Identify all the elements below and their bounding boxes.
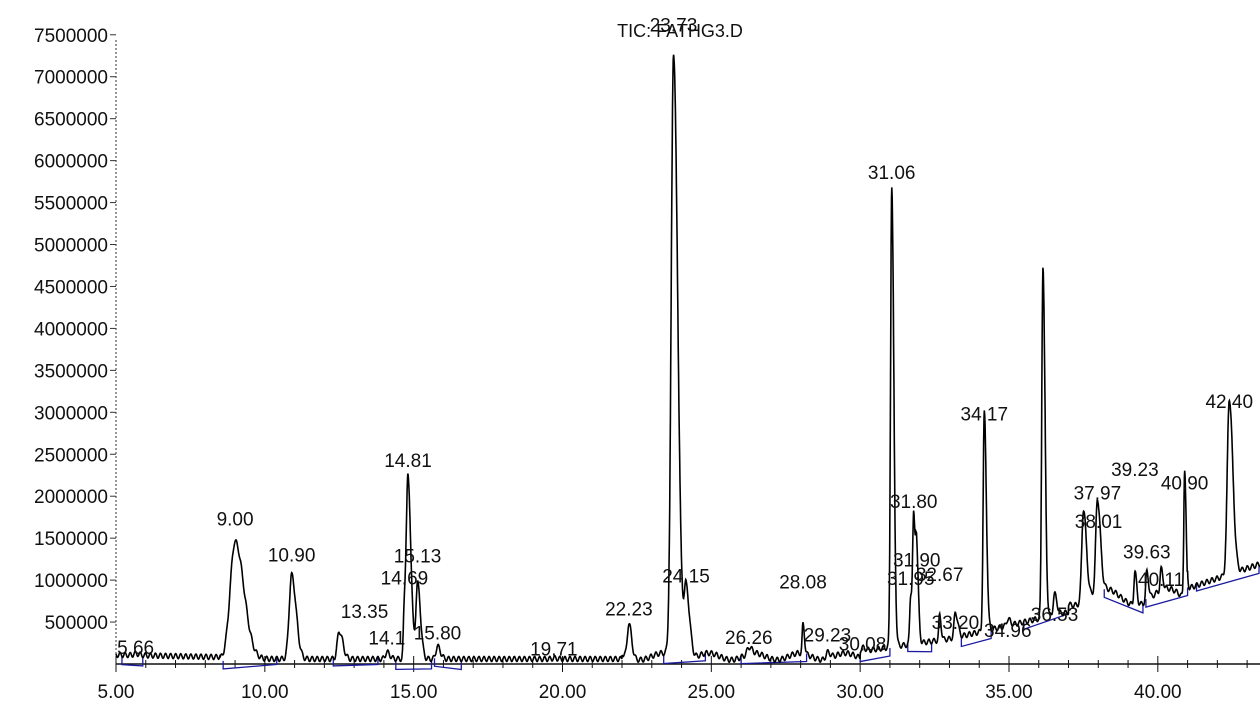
peak-label: 13.35 xyxy=(341,602,389,623)
x-axis: 5.00 10.00 15.00 20.00 25.00 30.00 35.00 40.00 xyxy=(98,656,1260,703)
integration-baseline xyxy=(433,658,462,671)
peak-label: 23.73 xyxy=(650,15,698,36)
integration-baseline xyxy=(222,656,278,670)
peak-label: 40.90 xyxy=(1161,473,1209,494)
x-tick-label: 10.00 xyxy=(241,682,289,703)
y-tick-label: 6500000 xyxy=(34,110,108,131)
peak-label: 19.71 xyxy=(530,640,578,661)
y-tick-label: 3000000 xyxy=(34,403,108,424)
peak-label: 31.90 xyxy=(893,551,941,572)
integration-baseline xyxy=(121,656,144,667)
peak-label: 15.80 xyxy=(414,624,462,645)
y-tick-label: 2000000 xyxy=(34,487,108,508)
x-tick-label: 40.00 xyxy=(1134,682,1182,703)
peak-label: 9.00 xyxy=(217,510,254,531)
peak-label: 14.1 xyxy=(368,629,405,650)
peak-label: 39.23 xyxy=(1111,460,1159,481)
x-tick-label: 20.00 xyxy=(539,682,587,703)
peak-label: 31.80 xyxy=(890,492,938,513)
integration-baseline xyxy=(1195,565,1260,592)
integration-baseline xyxy=(740,653,808,665)
y-tick-label: 500000 xyxy=(45,613,108,634)
x-tick-label: 15.00 xyxy=(390,682,438,703)
y-tick-label: 1500000 xyxy=(34,529,108,550)
chart-title: TIC: FATHG3.D xyxy=(617,21,743,41)
peak-label: 34.96 xyxy=(984,621,1032,642)
y-tick-label: 4500000 xyxy=(34,277,108,298)
y-tick-label: 1000000 xyxy=(34,571,108,592)
peak-label: 36.53 xyxy=(1031,605,1079,626)
y-tick-label: 7000000 xyxy=(34,68,108,89)
y-tick-label: 4000000 xyxy=(34,319,108,340)
x-tick-label: 30.00 xyxy=(836,682,884,703)
peak-label: 29.23 xyxy=(804,625,852,646)
peak-label: 34.17 xyxy=(961,405,1009,426)
integration-baseline xyxy=(1103,589,1144,614)
integration-baseline xyxy=(1145,587,1189,608)
integration-baseline xyxy=(395,660,433,671)
peak-label: 30.08 xyxy=(839,635,887,656)
baseline-series xyxy=(121,565,1260,671)
x-tick-label: 25.00 xyxy=(688,682,736,703)
integration-baseline xyxy=(907,643,933,653)
peak-label: 31.95 xyxy=(887,569,935,590)
peak-label: 15.13 xyxy=(394,546,442,567)
peak-label: 39.63 xyxy=(1123,542,1171,563)
x-tick-label: 35.00 xyxy=(985,682,1033,703)
y-tick-label: 6000000 xyxy=(34,152,108,173)
peak-label: 10.90 xyxy=(268,546,316,567)
peak-label: 38.01 xyxy=(1075,512,1123,533)
integration-baseline xyxy=(663,652,707,665)
y-axis: 500000 1000000 1500000 2000000 2500000 300000… xyxy=(34,26,117,664)
peak-label: 42.40 xyxy=(1205,392,1253,413)
peak-label: 33.20 xyxy=(932,613,980,634)
y-tick-label: 2500000 xyxy=(34,445,108,466)
peak-label: 37.97 xyxy=(1074,484,1122,505)
integration-baseline xyxy=(960,630,992,648)
peak-label: 22.23 xyxy=(605,599,653,620)
tic-trace-line xyxy=(115,54,1260,664)
peak-label: 14.81 xyxy=(384,451,432,472)
peak-label: 31.06 xyxy=(868,163,916,184)
peak-label: 24.15 xyxy=(662,567,710,588)
y-tick-label: 3500000 xyxy=(34,361,108,382)
peak-label: 32.67 xyxy=(916,565,964,586)
peak-label: 26.26 xyxy=(725,628,773,649)
peak-label: 14.69 xyxy=(381,568,429,589)
x-tick-label: 5.00 xyxy=(98,682,135,703)
peak-label: 5.66 xyxy=(117,638,154,659)
peak-label: 40.11 xyxy=(1138,570,1184,591)
y-tick-label: 7500000 xyxy=(34,26,108,47)
y-tick-label: 5000000 xyxy=(34,236,108,257)
peak-label: 28.08 xyxy=(779,572,827,593)
y-tick-label: 5500000 xyxy=(34,194,108,215)
integration-baseline xyxy=(332,656,379,667)
